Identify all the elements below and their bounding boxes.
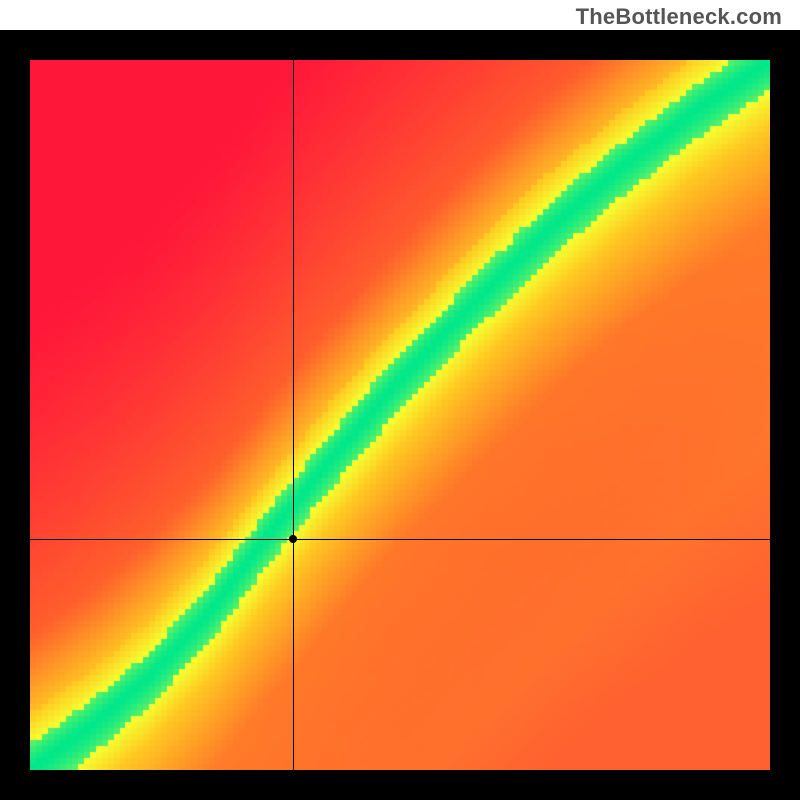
chart-black-frame [0,30,800,800]
crosshair-dot [289,535,297,543]
heatmap-plot-area [30,60,770,770]
heatmap-canvas [30,60,770,770]
crosshair-horizontal-line [30,539,770,540]
crosshair-vertical-line [293,60,294,770]
watermark-text: TheBottleneck.com [576,4,782,30]
chart-container: TheBottleneck.com [0,0,800,800]
